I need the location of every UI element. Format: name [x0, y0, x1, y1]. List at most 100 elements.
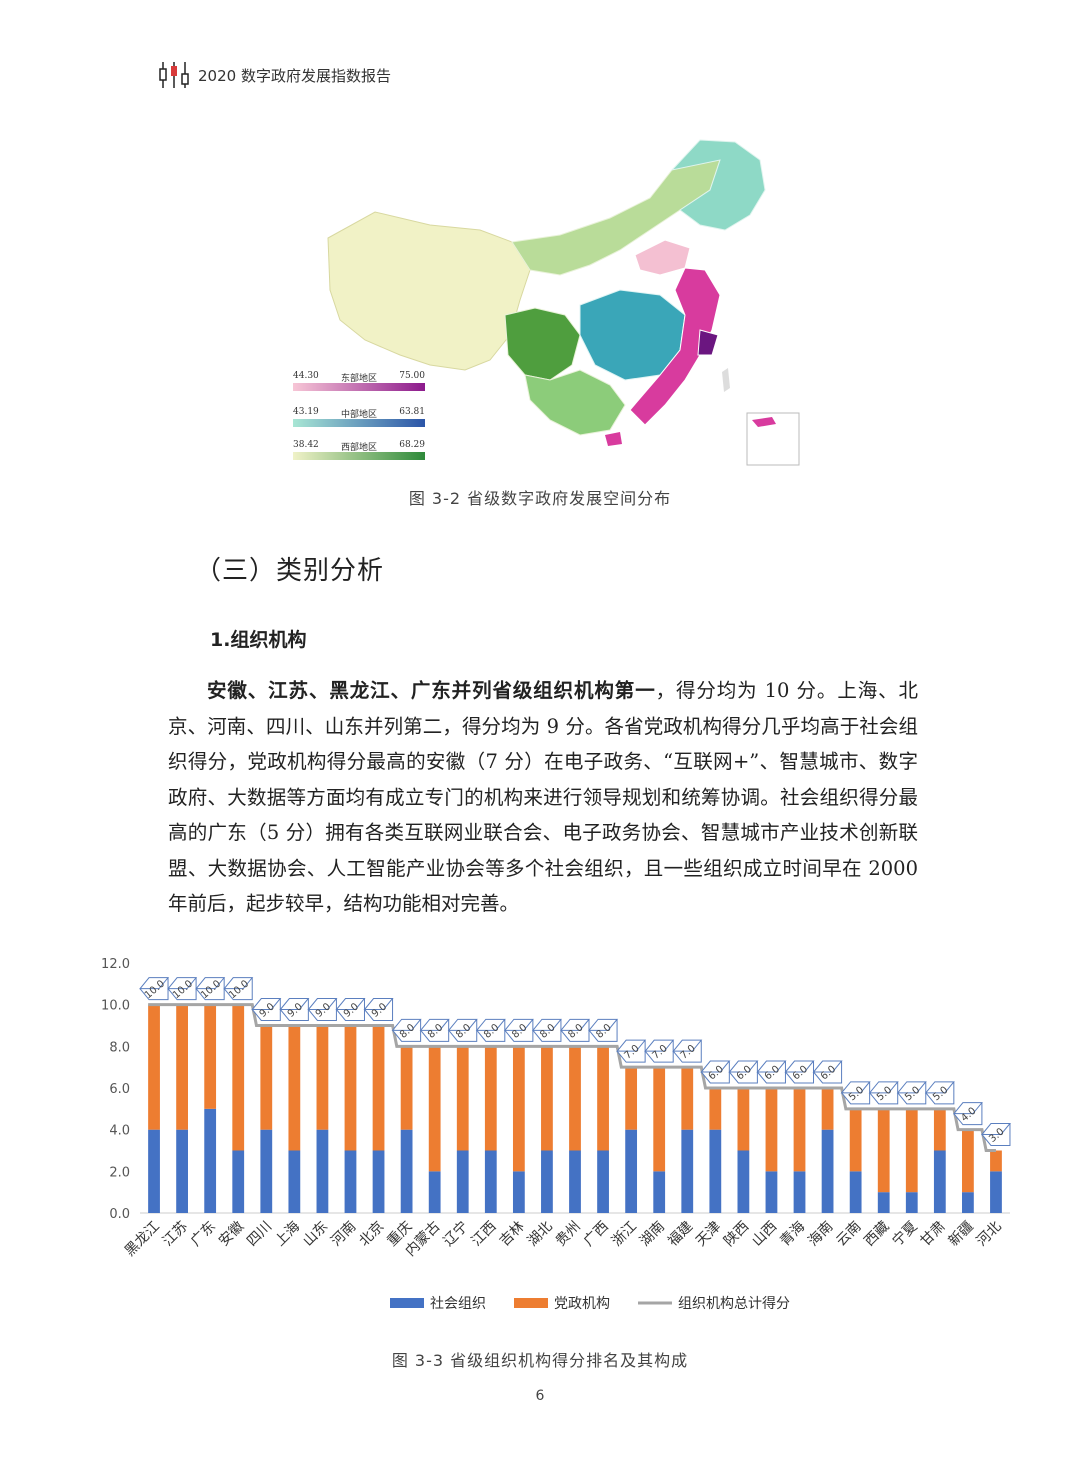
- category-label: 山东: [300, 1219, 331, 1250]
- bar-party-gov: [569, 1046, 581, 1151]
- category-label: 陕西: [721, 1219, 752, 1250]
- bar-social-org: [512, 1171, 525, 1213]
- bar-social-org: [260, 1129, 273, 1213]
- category-label: 甘肃: [918, 1219, 949, 1250]
- y-tick-label: 12.0: [101, 957, 130, 972]
- y-tick-label: 4.0: [109, 1124, 130, 1139]
- total-label-box: [980, 1123, 1012, 1146]
- bar-social-org: [569, 1150, 581, 1213]
- map-region-southwest: [524, 369, 626, 436]
- category-label: 辽宁: [440, 1218, 472, 1250]
- category-label: 吉林: [497, 1219, 528, 1250]
- category-label: 宁夏: [889, 1218, 921, 1250]
- bar-social-org: [204, 1108, 217, 1213]
- paragraph-bold-lead: 安徽、江苏、黑龙江、广东并列省级组织机构第一: [207, 679, 656, 702]
- bar-social-org: [849, 1171, 862, 1213]
- bar-party-gov: [400, 1046, 413, 1130]
- map-region-northeast: [670, 139, 766, 231]
- bar-social-org: [456, 1150, 469, 1213]
- bar-social-org: [148, 1129, 160, 1213]
- report-logo-icon: [159, 62, 189, 88]
- bar-social-org: [484, 1150, 497, 1213]
- bar-party-gov: [597, 1046, 609, 1151]
- total-label-box: [924, 1081, 955, 1105]
- bar-social-org: [709, 1129, 722, 1213]
- bar-social-org: [625, 1129, 638, 1213]
- bar-party-gov: [681, 1067, 694, 1130]
- y-tick-label: 2.0: [109, 1165, 130, 1180]
- legend-label: 社会组织: [430, 1296, 486, 1312]
- report-title: 2020 数字政府发展指数报告: [198, 66, 391, 85]
- category-label: 湖北: [525, 1219, 556, 1250]
- y-tick-label: 8.0: [109, 1040, 130, 1055]
- map-legend-east: 44.30 东部地区 75.00: [293, 371, 425, 384]
- category-label: 河北: [974, 1219, 1005, 1250]
- bar-party-gov: [344, 1025, 357, 1151]
- category-label: 贵州: [553, 1219, 584, 1250]
- category-label: 广东: [188, 1219, 219, 1250]
- bar-party-gov: [176, 1004, 188, 1130]
- bar-party-gov: [232, 1004, 245, 1151]
- subsection-title: 1.组织机构: [210, 629, 307, 651]
- category-label: 新疆: [946, 1219, 977, 1250]
- bar-social-org: [821, 1129, 834, 1213]
- bar-party-gov: [793, 1088, 806, 1172]
- figure-caption-3-3: 图 3-3 省级组织机构得分排名及其构成: [391, 1351, 689, 1370]
- bar-party-gov: [877, 1108, 890, 1193]
- body-paragraph: 安徽、江苏、黑龙江、广东并列省级组织机构第一，得分均为 10 分。上海、北京、河…: [168, 673, 918, 922]
- legend-label: 组织机构总计得分: [678, 1295, 790, 1312]
- category-label: 浙江: [609, 1219, 640, 1250]
- bar-party-gov: [821, 1088, 834, 1130]
- bar-social-org: [877, 1192, 890, 1213]
- total-label-box: [812, 1060, 843, 1084]
- bar-party-gov: [456, 1046, 469, 1151]
- bar-social-org: [428, 1171, 441, 1213]
- bar-social-org: [905, 1192, 918, 1213]
- map-region-west-pale: [327, 211, 531, 371]
- bar-party-gov: [428, 1046, 441, 1172]
- total-label-box: [251, 998, 282, 1021]
- bar-social-org: [232, 1150, 245, 1213]
- bar-party-gov: [204, 1004, 217, 1109]
- bar-social-org: [597, 1150, 609, 1213]
- bar-party-gov: [962, 1129, 974, 1193]
- category-label: 上海: [272, 1219, 303, 1250]
- map-region-hainan: [605, 432, 622, 446]
- category-label: 天津: [693, 1219, 724, 1250]
- category-label: 海南: [805, 1219, 836, 1250]
- bar-social-org: [681, 1129, 694, 1213]
- bar-social-org: [372, 1150, 385, 1213]
- paragraph-rest: ，得分均为 10 分。上海、北京、河南、四川、山东并列第二，得分均为 9 分。各…: [168, 679, 918, 915]
- bar-party-gov: [849, 1108, 862, 1172]
- total-score-line: [148, 1003, 996, 1152]
- figure-caption-3-2: 图 3-2 省级数字政府发展空间分布: [408, 489, 672, 508]
- bar-party-gov: [484, 1046, 497, 1151]
- legend-swatch: [514, 1298, 548, 1308]
- bar-party-gov: [709, 1088, 722, 1130]
- map-region-beijing: [634, 239, 691, 276]
- bar-social-org: [653, 1171, 666, 1213]
- category-label: 广西: [581, 1219, 612, 1250]
- category-label: 黑龙江: [122, 1219, 163, 1260]
- bar-social-org: [990, 1171, 1002, 1213]
- total-label-box: [223, 977, 254, 1001]
- bar-social-org: [541, 1150, 553, 1213]
- bar-party-gov: [148, 1004, 160, 1130]
- bar-party-gov: [372, 1025, 385, 1151]
- bar-party-gov: [933, 1108, 946, 1151]
- map-legend-central: 43.19 中部地区 63.81: [293, 407, 425, 420]
- bar-social-org: [316, 1129, 329, 1213]
- total-label-box: [363, 998, 394, 1021]
- bar-social-org: [176, 1129, 188, 1213]
- category-label: 西藏: [861, 1219, 892, 1250]
- bar-party-gov: [625, 1067, 638, 1130]
- bar-party-gov: [653, 1067, 666, 1172]
- y-tick-label: 10.0: [101, 999, 130, 1014]
- legend-label: 党政机构: [554, 1296, 610, 1312]
- bar-party-gov: [260, 1025, 273, 1130]
- y-tick-label: 6.0: [109, 1082, 130, 1097]
- page-number: 6: [535, 1388, 545, 1404]
- bar-social-org: [737, 1150, 750, 1213]
- section-title: （三）类别分析: [195, 556, 385, 586]
- bar-party-gov: [541, 1046, 553, 1151]
